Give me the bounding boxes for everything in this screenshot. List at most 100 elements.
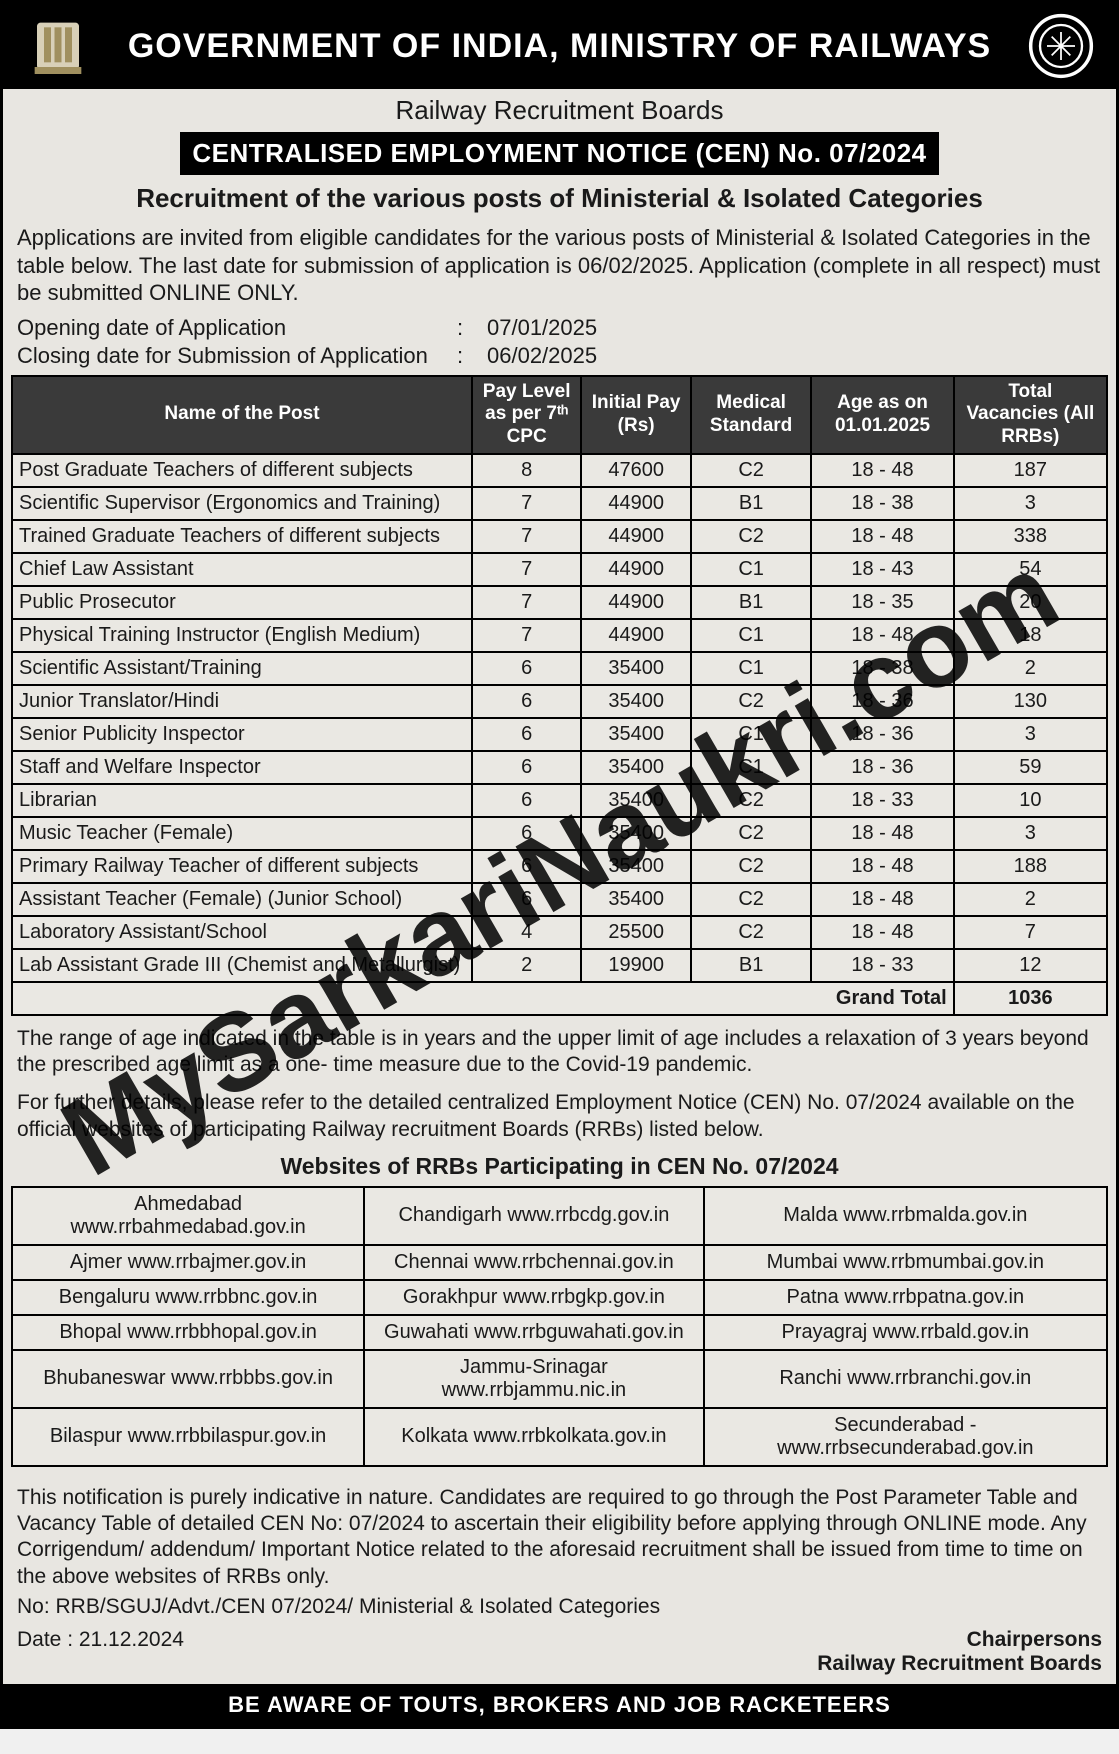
recruitment-title: Recruitment of the various posts of Mini… [3,179,1116,222]
table-row: Scientific Assistant/Training635400C118 … [12,652,1107,685]
table-cell: 18 - 43 [811,553,953,586]
table-cell: C1 [691,553,811,586]
table-cell: 6 [472,784,582,817]
grand-total-row: Grand Total1036 [12,982,1107,1015]
table-cell: 18 - 48 [811,619,953,652]
table-row: Bhubaneswar www.rrbbbs.gov.inJammu-Srina… [12,1350,1107,1408]
table-cell: Assistant Teacher (Female) (Junior Schoo… [12,883,472,916]
main-title: GOVERNMENT OF INDIA, MINISTRY OF RAILWAY… [93,27,1026,66]
rrb-website-cell: Jammu-Srinagar www.rrbjammu.nic.in [364,1350,703,1408]
table-cell: Post Graduate Teachers of different subj… [12,454,472,487]
table-cell: C2 [691,817,811,850]
intro-paragraph: Applications are invited from eligible c… [3,222,1116,315]
posts-table: Name of the PostPay Level as per 7ᵗʰ CPC… [11,375,1108,1016]
table-row: Physical Training Instructor (English Me… [12,619,1107,652]
table-cell: 44900 [581,619,691,652]
table-cell: Chief Law Assistant [12,553,472,586]
table-cell: 6 [472,685,582,718]
rrb-website-cell: Bhopal www.rrbbhopal.gov.in [12,1315,364,1350]
table-cell: 7 [472,619,582,652]
table-row: Music Teacher (Female)635400C218 - 483 [12,817,1107,850]
table-cell: 44900 [581,553,691,586]
table-row: Scientific Supervisor (Ergonomics and Tr… [12,487,1107,520]
table-cell: Staff and Welfare Inspector [12,751,472,784]
opening-date-value: 07/01/2025 [487,315,597,341]
table-cell: 18 - 35 [811,586,953,619]
table-row: Public Prosecutor744900B118 - 3520 [12,586,1107,619]
table-cell: 35400 [581,751,691,784]
rrb-website-cell: Malda www.rrbmalda.gov.in [704,1187,1107,1245]
age-note: The range of age indicated in the table … [3,1020,1116,1085]
rrb-websites-heading: Websites of RRBs Participating in CEN No… [3,1149,1116,1184]
table-cell: 187 [954,454,1107,487]
table-cell: 188 [954,850,1107,883]
table-cell: 18 - 38 [811,487,953,520]
table-cell: 59 [954,751,1107,784]
table-cell: Scientific Supervisor (Ergonomics and Tr… [12,487,472,520]
notice-date: Date : 21.12.2024 [17,1628,184,1676]
table-cell: 35400 [581,817,691,850]
table-cell: 6 [472,850,582,883]
rrb-website-cell: Prayagraj www.rrbald.gov.in [704,1315,1107,1350]
table-cell: 7 [954,916,1107,949]
table-cell: 18 - 48 [811,520,953,553]
table-cell: 7 [472,553,582,586]
table-cell: 25500 [581,916,691,949]
table-row: Primary Railway Teacher of different sub… [12,850,1107,883]
table-cell: 2 [472,949,582,982]
colon: : [457,343,487,369]
table-cell: 18 - 48 [811,817,953,850]
disclaimer-paragraph: This notification is purely indicative i… [3,1477,1116,1594]
table-row: Ajmer www.rrbajmer.gov.inChennai www.rrb… [12,1245,1107,1280]
rrb-website-cell: Chandigarh www.rrbcdg.gov.in [364,1187,703,1245]
table-cell: C2 [691,850,811,883]
table-cell: C2 [691,685,811,718]
table-cell: 18 - 36 [811,718,953,751]
cen-notice-bar: CENTRALISED EMPLOYMENT NOTICE (CEN) No. … [180,132,938,175]
table-cell: 35400 [581,652,691,685]
rrb-website-cell: Bhubaneswar www.rrbbbs.gov.in [12,1350,364,1408]
header-bar: GOVERNMENT OF INDIA, MINISTRY OF RAILWAY… [3,3,1116,89]
table-cell: 6 [472,751,582,784]
table-cell: 18 - 33 [811,784,953,817]
closing-date-value: 06/02/2025 [487,343,597,369]
table-cell: C1 [691,652,811,685]
table-cell: 7 [472,586,582,619]
table-cell: 3 [954,718,1107,751]
table-cell: 10 [954,784,1107,817]
table-cell: 18 - 36 [811,751,953,784]
signature-block: Date : 21.12.2024 Chairpersons Railway R… [3,1624,1116,1684]
table-cell: 18 - 36 [811,685,953,718]
table-cell: 18 [954,619,1107,652]
table-row: Bilaspur www.rrbbilaspur.gov.inKolkata w… [12,1408,1107,1466]
table-cell: 6 [472,883,582,916]
table-cell: C2 [691,520,811,553]
table-cell: B1 [691,487,811,520]
table-cell: 6 [472,817,582,850]
rrb-website-cell: Patna www.rrbpatna.gov.in [704,1280,1107,1315]
table-cell: 18 - 48 [811,916,953,949]
table-cell: 35400 [581,850,691,883]
table-cell: 44900 [581,520,691,553]
sub-title: Railway Recruitment Boards [3,89,1116,128]
grand-total-label: Grand Total [12,982,954,1015]
table-cell: C1 [691,751,811,784]
table-row: Chief Law Assistant744900C118 - 4354 [12,553,1107,586]
rrb-websites-table: Ahmedabad www.rrbahmedabad.gov.inChandig… [11,1186,1108,1467]
table-cell: 18 - 33 [811,949,953,982]
table-cell: C2 [691,916,811,949]
india-emblem-icon [23,11,93,81]
railways-logo-icon [1026,11,1096,81]
closing-date-label: Closing date for Submission of Applicati… [17,343,457,369]
opening-date-row: Opening date of Application : 07/01/2025 [3,315,1116,343]
posts-column-header: Medical Standard [691,376,811,454]
table-cell: 47600 [581,454,691,487]
rrb-website-cell: Kolkata www.rrbkolkata.gov.in [364,1408,703,1466]
table-cell: 35400 [581,784,691,817]
posts-column-header: Total Vacancies (All RRBs) [954,376,1107,454]
table-cell: 12 [954,949,1107,982]
closing-date-row: Closing date for Submission of Applicati… [3,343,1116,371]
table-cell: Public Prosecutor [12,586,472,619]
table-cell: 35400 [581,685,691,718]
table-cell: 3 [954,817,1107,850]
